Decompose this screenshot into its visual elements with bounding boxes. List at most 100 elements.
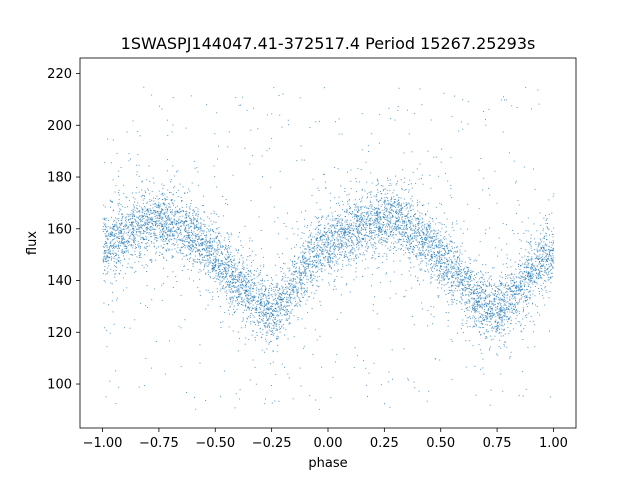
data-point <box>152 218 154 220</box>
data-point <box>517 293 519 295</box>
data-point <box>542 251 544 253</box>
data-point <box>287 277 289 278</box>
data-point <box>506 319 508 321</box>
data-point <box>145 228 147 230</box>
data-point <box>519 280 521 282</box>
data-point <box>273 310 275 312</box>
data-point <box>390 200 392 202</box>
data-point <box>458 263 459 265</box>
data-point <box>179 216 181 218</box>
data-point <box>530 267 532 269</box>
data-point <box>143 216 144 217</box>
data-point <box>305 273 307 274</box>
data-point <box>267 300 268 302</box>
data-point <box>315 290 317 292</box>
data-point <box>506 297 508 299</box>
data-point <box>407 240 409 242</box>
data-point <box>115 235 117 237</box>
data-point <box>282 301 284 303</box>
data-point <box>196 236 197 238</box>
data-point <box>181 206 183 208</box>
data-point <box>355 256 356 258</box>
data-point <box>337 230 339 232</box>
data-point <box>317 231 319 233</box>
data-point <box>330 243 332 245</box>
data-point <box>189 236 191 238</box>
data-point <box>361 188 363 190</box>
data-point <box>301 232 303 234</box>
data-point <box>188 241 189 243</box>
data-point <box>518 276 520 278</box>
data-point <box>118 247 120 249</box>
data-point <box>209 261 211 263</box>
data-point <box>310 263 312 265</box>
data-point <box>212 265 214 267</box>
data-point <box>504 323 505 325</box>
data-point <box>408 184 410 185</box>
data-point <box>452 268 454 270</box>
data-point <box>436 264 438 266</box>
data-point <box>430 231 432 233</box>
data-point <box>310 234 312 236</box>
data-point <box>522 318 524 320</box>
data-point <box>502 263 504 265</box>
data-point <box>118 245 120 247</box>
data-point <box>250 323 252 325</box>
data-point <box>190 240 192 242</box>
data-point <box>358 198 360 200</box>
data-point <box>369 228 371 229</box>
data-point <box>382 240 384 241</box>
data-point <box>217 158 218 160</box>
data-point <box>535 261 537 263</box>
data-point <box>443 248 444 250</box>
data-point <box>260 321 262 323</box>
data-point <box>299 305 301 307</box>
data-point <box>469 301 471 303</box>
data-point <box>107 230 109 232</box>
data-point <box>504 333 506 335</box>
data-point <box>542 247 544 248</box>
data-point <box>225 203 227 205</box>
data-point <box>417 235 419 237</box>
data-point <box>160 221 162 223</box>
data-point <box>153 182 155 184</box>
data-point <box>371 273 373 275</box>
data-point <box>283 223 285 224</box>
data-point <box>347 259 349 261</box>
data-point <box>368 223 370 225</box>
data-point <box>210 277 211 279</box>
data-point <box>339 246 341 248</box>
data-point <box>312 263 314 265</box>
data-point <box>170 238 172 240</box>
data-point <box>484 299 486 301</box>
data-point <box>188 188 190 190</box>
data-point <box>419 201 421 203</box>
data-point <box>516 315 518 317</box>
data-point <box>245 275 247 277</box>
data-point <box>402 169 404 171</box>
data-point <box>460 245 462 247</box>
data-point <box>397 204 399 206</box>
data-point <box>338 247 340 249</box>
data-point <box>367 241 369 243</box>
data-point <box>466 302 468 304</box>
data-point <box>378 267 380 268</box>
data-point <box>127 206 128 208</box>
data-point <box>461 275 463 277</box>
data-point <box>125 225 127 227</box>
data-point <box>310 239 312 241</box>
data-point <box>461 288 463 289</box>
data-point <box>400 239 402 241</box>
data-point <box>241 304 243 305</box>
data-point <box>471 287 473 289</box>
data-point <box>451 260 453 262</box>
data-point <box>215 261 217 263</box>
data-point <box>316 280 318 282</box>
data-point <box>476 260 477 262</box>
data-point <box>198 238 200 240</box>
data-point <box>392 203 394 205</box>
data-point <box>144 221 146 223</box>
data-point <box>486 321 488 323</box>
data-point <box>282 290 284 292</box>
data-point <box>110 233 112 235</box>
